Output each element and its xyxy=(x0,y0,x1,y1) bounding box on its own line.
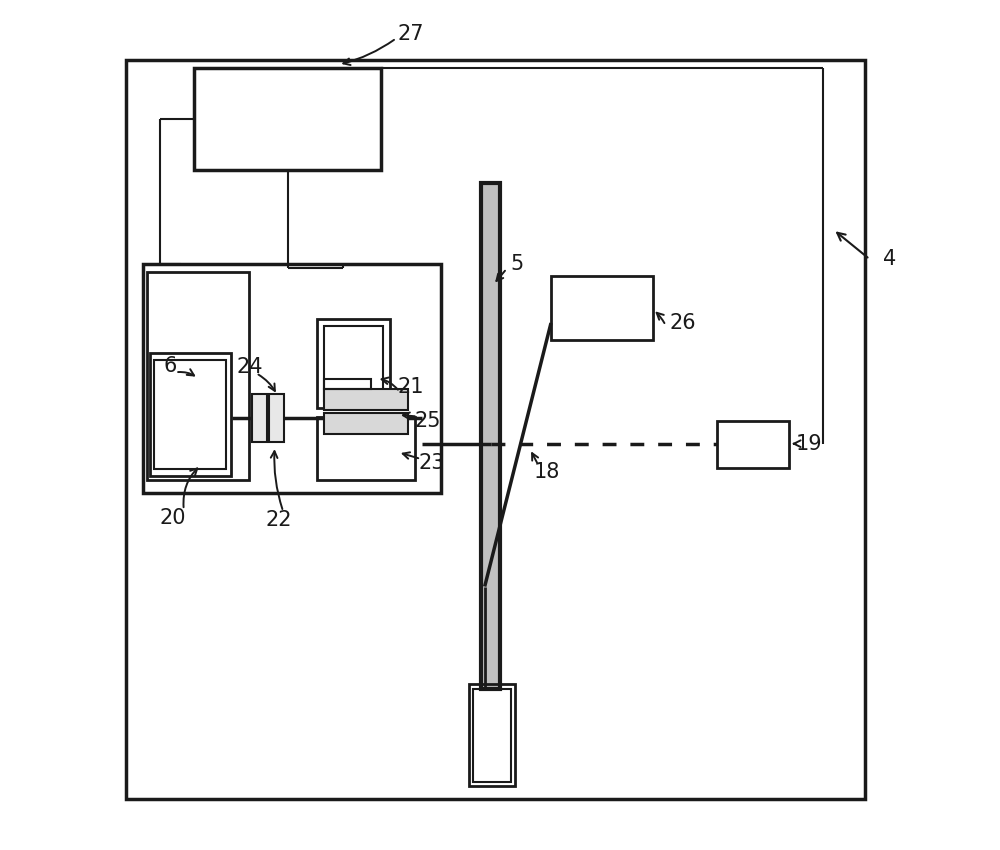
Text: 19: 19 xyxy=(796,434,823,454)
Bar xyxy=(473,688,511,782)
Text: 18: 18 xyxy=(534,462,560,482)
Bar xyxy=(317,319,390,408)
Bar xyxy=(324,379,371,389)
Bar xyxy=(252,394,267,442)
Bar xyxy=(194,68,381,170)
Bar xyxy=(150,353,231,476)
Bar xyxy=(481,183,500,688)
Text: 5: 5 xyxy=(510,253,524,274)
Text: 4: 4 xyxy=(883,249,896,269)
Text: 26: 26 xyxy=(669,313,696,333)
Text: 22: 22 xyxy=(266,510,292,530)
Text: 24: 24 xyxy=(236,357,262,377)
Bar xyxy=(147,272,249,480)
Bar xyxy=(717,421,789,468)
Bar xyxy=(154,360,226,469)
Text: 27: 27 xyxy=(398,24,424,44)
Text: 20: 20 xyxy=(160,508,186,529)
Bar xyxy=(324,389,408,410)
Bar xyxy=(126,60,865,799)
Bar xyxy=(143,264,440,493)
Bar xyxy=(317,416,415,480)
Text: 21: 21 xyxy=(398,377,424,397)
Bar xyxy=(269,394,284,442)
Bar xyxy=(324,326,383,401)
Bar xyxy=(324,413,408,434)
Bar xyxy=(551,276,653,340)
Text: 6: 6 xyxy=(164,355,177,376)
Bar xyxy=(469,684,515,786)
Text: 23: 23 xyxy=(419,453,445,473)
Text: 25: 25 xyxy=(415,411,441,431)
